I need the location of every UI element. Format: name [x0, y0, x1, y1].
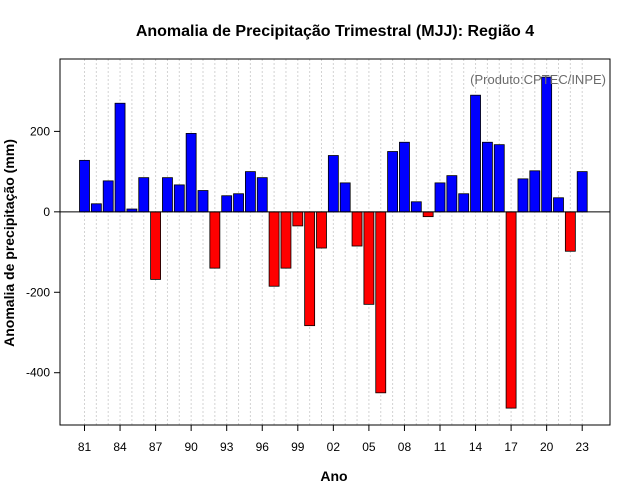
bar-2016: [493, 144, 505, 213]
bar-2002: [327, 155, 339, 213]
x-tick-label: 87: [149, 440, 163, 454]
plot-frame: [59, 58, 611, 426]
x-axis-title: Ano: [320, 468, 347, 484]
y-tick-label: -200: [26, 285, 50, 299]
bar-1982: [90, 203, 102, 213]
bar-2010: [422, 211, 434, 218]
x-tick-label: 05: [362, 440, 376, 454]
y-axis-title: Anomalia de precipitação (mm): [1, 139, 17, 347]
bar-2011: [434, 182, 446, 213]
y-tick-label: 200: [30, 124, 50, 138]
bar-2008: [399, 141, 410, 213]
bar-2003: [339, 182, 351, 213]
bar-2019: [529, 170, 541, 213]
bar-2007: [387, 151, 399, 213]
bar-1981: [79, 159, 90, 213]
x-axis: 81 84 87 90 93 96 99 02 05 08 11 14 17 20 23: [78, 425, 589, 454]
bar-2012: [446, 175, 458, 213]
y-axis: 200 0 -200 -400: [26, 124, 60, 380]
bar-2005: [363, 211, 375, 305]
bar-1993: [221, 195, 233, 213]
bar-2013: [458, 193, 470, 213]
bar-1998: [280, 211, 292, 269]
bar-2023: [576, 171, 588, 213]
x-tick-label: 23: [576, 440, 590, 454]
x-tick-label: 84: [113, 440, 127, 454]
bar-2022: [564, 211, 576, 252]
bar-1994: [233, 193, 244, 213]
x-tick-label: 02: [327, 440, 341, 454]
bar-1991: [197, 190, 209, 213]
bar-2021: [553, 197, 564, 213]
bars: [79, 76, 588, 409]
x-tick-label: 96: [256, 440, 270, 454]
x-tick-label: 08: [398, 440, 412, 454]
x-tick-label: 11: [434, 440, 447, 454]
bar-2014: [470, 94, 481, 213]
bar-2020: [541, 76, 553, 213]
x-tick-label: 99: [291, 440, 305, 454]
bar-1990: [185, 133, 197, 213]
bar-2006: [375, 211, 387, 394]
x-tick-label: 93: [220, 440, 234, 454]
x-tick-label: 81: [78, 440, 92, 454]
bar-2017: [505, 211, 517, 409]
chart-title: Anomalia de Precipitação Trimestral (MJJ…: [136, 23, 534, 40]
bar-2009: [410, 201, 422, 213]
bar-1984: [114, 102, 126, 213]
bar-2018: [517, 178, 529, 213]
bar-2000: [304, 211, 316, 327]
bar-1989: [173, 184, 185, 213]
bar-1986: [138, 177, 150, 213]
x-tick-label: 17: [504, 440, 518, 454]
y-tick-label: -400: [26, 366, 50, 380]
bar-1996: [256, 177, 268, 213]
source-annotation: (Produto:CPTEC/INPE): [470, 72, 606, 87]
bar-2004: [351, 211, 363, 247]
bar-1983: [102, 180, 114, 213]
bar-2015: [481, 141, 493, 213]
bar-1997: [268, 211, 280, 287]
x-tick-label: 14: [469, 440, 483, 454]
y-tick-label: 0: [43, 205, 50, 219]
bar-1995: [244, 171, 256, 213]
bar-1999: [292, 211, 304, 227]
bar-2001: [316, 211, 327, 249]
bar-1987: [150, 211, 162, 280]
x-tick-label: 90: [184, 440, 198, 454]
bar-1988: [162, 177, 173, 213]
bar-1992: [209, 211, 221, 269]
x-tick-label: 20: [540, 440, 554, 454]
